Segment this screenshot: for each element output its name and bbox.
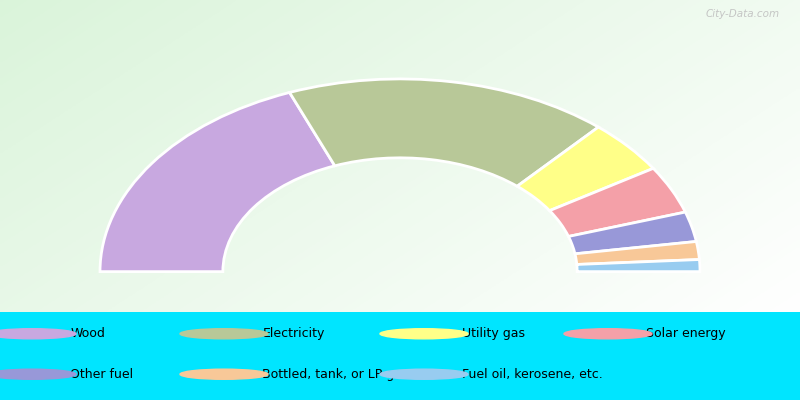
Wedge shape bbox=[517, 127, 654, 211]
Text: Other fuel: Other fuel bbox=[70, 368, 134, 381]
Wedge shape bbox=[575, 242, 699, 264]
Wedge shape bbox=[577, 260, 700, 272]
Text: City-Data.com: City-Data.com bbox=[706, 9, 780, 19]
Circle shape bbox=[380, 369, 468, 379]
Circle shape bbox=[564, 329, 652, 339]
Wedge shape bbox=[550, 168, 686, 236]
Circle shape bbox=[180, 329, 268, 339]
Wedge shape bbox=[569, 212, 696, 254]
Text: Electricity: Electricity bbox=[262, 327, 325, 340]
Wedge shape bbox=[290, 79, 598, 186]
Text: Utility gas: Utility gas bbox=[462, 327, 526, 340]
Text: Fuel oil, kerosene, etc.: Fuel oil, kerosene, etc. bbox=[462, 368, 603, 381]
Circle shape bbox=[0, 329, 76, 339]
Circle shape bbox=[380, 329, 468, 339]
Text: Bottled, tank, or LP gas: Bottled, tank, or LP gas bbox=[262, 368, 409, 381]
Circle shape bbox=[180, 369, 268, 379]
Text: Wood: Wood bbox=[70, 327, 106, 340]
Text: Solar energy: Solar energy bbox=[646, 327, 726, 340]
Wedge shape bbox=[100, 92, 334, 272]
Circle shape bbox=[0, 369, 76, 379]
